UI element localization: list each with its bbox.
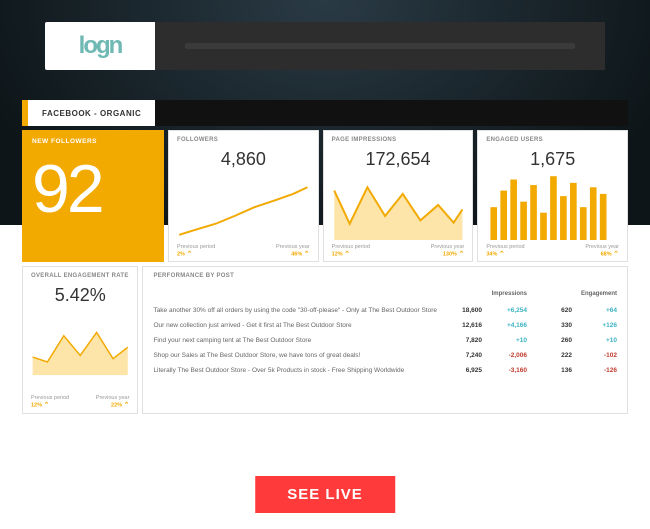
prev-period-value: 12% bbox=[332, 252, 343, 258]
engaged-footer: Previous period 34% Previous year 68% bbox=[486, 244, 619, 258]
prev-period-label: Previous period bbox=[486, 244, 524, 250]
table-row[interactable]: Find your next camping tent at The Best … bbox=[153, 333, 617, 348]
table-row[interactable]: Take another 30% off all orders by using… bbox=[153, 303, 617, 318]
prev-period-label: Previous period bbox=[332, 244, 370, 250]
engagement-value: 5.42% bbox=[31, 285, 129, 306]
new-followers-value: 92 bbox=[32, 155, 154, 223]
followers-footer: Previous period 2% Previous year 46% bbox=[177, 244, 310, 258]
followers-value: 4,860 bbox=[177, 149, 310, 170]
cards-row-2: OVERALL ENGAGEMENT RATE 5.42% Previous p… bbox=[22, 266, 628, 414]
engaged-chart bbox=[486, 174, 619, 240]
prev-year-label: Previous year bbox=[431, 244, 465, 250]
new-followers-card[interactable]: NEW FOLLOWERS 92 bbox=[22, 130, 164, 262]
engagement-delta: -126 bbox=[572, 367, 617, 374]
prev-period-value: 12% bbox=[31, 402, 42, 408]
prev-year-value: 130% bbox=[443, 252, 457, 258]
engagement-value: 260 bbox=[527, 337, 572, 344]
impressions-delta: -3,160 bbox=[482, 367, 527, 374]
prev-year-label: Previous year bbox=[585, 244, 619, 250]
engagement-delta: +126 bbox=[572, 322, 617, 329]
logo: logn bbox=[45, 22, 155, 70]
post-text: Literally The Best Outdoor Store - Over … bbox=[153, 367, 437, 374]
performance-table-body: Take another 30% off all orders by using… bbox=[153, 303, 617, 378]
impressions-value: 18,600 bbox=[437, 307, 482, 314]
engagement-chart bbox=[31, 310, 129, 391]
dashboard: FACEBOOK - ORGANIC NEW FOLLOWERS 92 FOLL… bbox=[22, 100, 628, 414]
prev-year-label: Previous year bbox=[96, 395, 130, 401]
post-text: Our new collection just arrived - Get it… bbox=[153, 322, 437, 329]
table-row[interactable]: Our new collection just arrived - Get it… bbox=[153, 318, 617, 333]
impressions-value: 7,820 bbox=[437, 337, 482, 344]
impressions-delta: +6,254 bbox=[482, 307, 527, 314]
impressions-card[interactable]: PAGE IMPRESSIONS 172,654 Previous period… bbox=[323, 130, 474, 262]
prev-year-value: 68% bbox=[601, 252, 612, 258]
impressions-chart bbox=[332, 174, 465, 240]
col-engagement: Engagement bbox=[527, 291, 617, 297]
engagement-value: 222 bbox=[527, 352, 572, 359]
prev-year-label: Previous year bbox=[276, 244, 310, 250]
engagement-delta: +64 bbox=[572, 307, 617, 314]
new-followers-label: NEW FOLLOWERS bbox=[32, 138, 154, 145]
followers-card[interactable]: FOLLOWERS 4,860 Previous period 2% Previo… bbox=[168, 130, 319, 262]
engagement-footer: Previous period12% Previous year22% bbox=[31, 395, 129, 409]
impressions-value: 7,240 bbox=[437, 352, 482, 359]
engaged-label: ENGAGED USERS bbox=[486, 137, 619, 143]
logo-text: logn bbox=[79, 32, 122, 60]
performance-table-header: Impressions Engagement bbox=[153, 291, 617, 297]
engagement-value: 620 bbox=[527, 307, 572, 314]
cards-row-1: NEW FOLLOWERS 92 FOLLOWERS 4,860 Previou… bbox=[22, 130, 628, 262]
header-bar: logn bbox=[45, 22, 605, 70]
engaged-users-card[interactable]: ENGAGED USERS 1,675 Previous period 34% P… bbox=[477, 130, 628, 262]
impressions-footer: Previous period 12% Previous year 130% bbox=[332, 244, 465, 258]
impressions-delta: +4,166 bbox=[482, 322, 527, 329]
followers-label: FOLLOWERS bbox=[177, 137, 310, 143]
post-text: Shop our Sales at The Best Outdoor Store… bbox=[153, 352, 437, 359]
engagement-value: 330 bbox=[527, 322, 572, 329]
engagement-label: OVERALL ENGAGEMENT RATE bbox=[31, 273, 129, 279]
impressions-label: PAGE IMPRESSIONS bbox=[332, 137, 465, 143]
see-live-button[interactable]: SEE LIVE bbox=[255, 476, 395, 513]
followers-chart bbox=[177, 174, 310, 240]
section-title: FACEBOOK - ORGANIC bbox=[28, 100, 155, 126]
table-row[interactable]: Shop our Sales at The Best Outdoor Store… bbox=[153, 348, 617, 363]
engagement-rate-card[interactable]: OVERALL ENGAGEMENT RATE 5.42% Previous p… bbox=[22, 266, 138, 414]
impressions-value: 12,616 bbox=[437, 322, 482, 329]
prev-period-label: Previous period bbox=[177, 244, 215, 250]
prev-period-value: 2% bbox=[177, 252, 185, 258]
header-strip bbox=[155, 22, 605, 70]
engaged-value: 1,675 bbox=[486, 149, 619, 170]
section-tab: FACEBOOK - ORGANIC bbox=[22, 100, 628, 126]
impressions-delta: -2,006 bbox=[482, 352, 527, 359]
prev-period-label: Previous period bbox=[31, 395, 69, 401]
engagement-value: 136 bbox=[527, 367, 572, 374]
col-impressions: Impressions bbox=[437, 291, 527, 297]
performance-label: PERFORMANCE BY POST bbox=[153, 273, 617, 279]
impressions-value: 6,925 bbox=[437, 367, 482, 374]
performance-card[interactable]: PERFORMANCE BY POST Impressions Engageme… bbox=[142, 266, 628, 414]
impressions-value: 172,654 bbox=[332, 149, 465, 170]
table-row[interactable]: Literally The Best Outdoor Store - Over … bbox=[153, 363, 617, 378]
post-text: Take another 30% off all orders by using… bbox=[153, 307, 437, 314]
impressions-delta: +10 bbox=[482, 337, 527, 344]
section-tab-bg bbox=[155, 100, 628, 126]
prev-year-value: 22% bbox=[111, 402, 122, 408]
post-text: Find your next camping tent at The Best … bbox=[153, 337, 437, 344]
engagement-delta: +10 bbox=[572, 337, 617, 344]
engagement-delta: -102 bbox=[572, 352, 617, 359]
prev-year-value: 46% bbox=[291, 252, 302, 258]
prev-period-value: 34% bbox=[486, 252, 497, 258]
